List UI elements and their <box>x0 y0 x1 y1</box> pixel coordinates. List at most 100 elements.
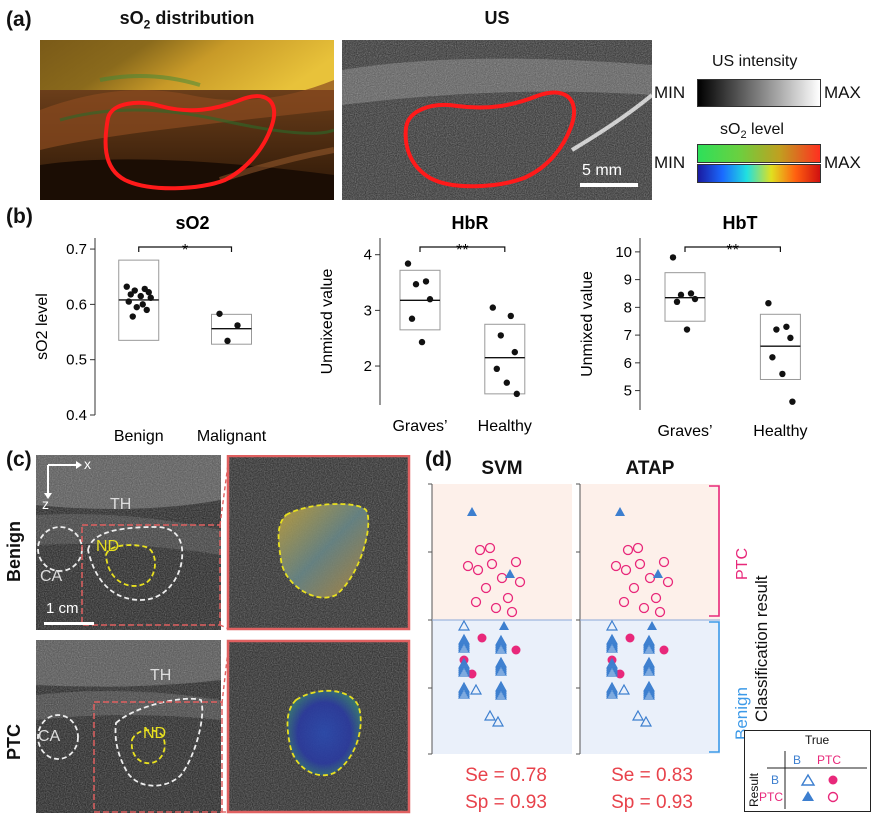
marker-benign-open-1-31 <box>639 715 653 727</box>
us-intensity-colorbar <box>697 79 821 107</box>
chart-1-ytick-label-2: 4 <box>364 247 372 264</box>
panel-d-letter: (d) <box>425 448 452 471</box>
legend-triangle-open <box>800 773 816 786</box>
marker-benign-open-0-18 <box>457 683 471 695</box>
chart-1-box-1 <box>484 323 526 395</box>
chart-0-point-1-1 <box>234 322 241 329</box>
marker-benign-open-0-28 <box>457 633 471 645</box>
marker-benign-open-1-19 <box>642 636 656 648</box>
marker-benign-open-0-21 <box>494 682 508 694</box>
us-roi-outline <box>403 90 576 189</box>
chart-0-point-0-10 <box>143 306 150 314</box>
marker-benign-filled-1-1 <box>653 569 663 578</box>
marker-ptc-open-1-9 <box>658 556 670 568</box>
benign-zoom-image <box>226 455 411 631</box>
chart-2-sig-stars: ** <box>726 242 738 259</box>
marker-benign-open-0-24 <box>457 681 471 693</box>
marker-ptc-filled-0-2 <box>511 645 521 655</box>
chart-2-point-0-3 <box>691 295 699 303</box>
marker-ptc-open-0-8 <box>490 602 502 614</box>
marker-benign-open-1-23 <box>642 658 656 670</box>
marker-ptc-open-1-3 <box>620 564 632 576</box>
marker-benign-open-0-25 <box>494 634 508 646</box>
marker-ptc-open-0-3 <box>472 564 484 576</box>
marker-benign-open-1-26 <box>605 657 619 669</box>
chart-0-ytick-label-3: 0.7 <box>66 241 87 258</box>
marker-benign-filled-0-1 <box>505 569 515 578</box>
chart-0-ytick-label-0: 0.4 <box>66 407 87 424</box>
legend-circle-open <box>827 791 839 803</box>
chart-2-point-1-6 <box>789 398 796 405</box>
marker-ptc-filled-1-1 <box>625 633 635 643</box>
chart-1-title: HbR <box>452 213 489 233</box>
chart-2: 5 6 7 8 9 10 Unmixed value HbT Graves’ Healthy ** <box>579 213 808 440</box>
chart-1-point-1-0 <box>489 304 496 311</box>
svm-title: SVM <box>481 458 523 479</box>
us-max-label: MAX <box>824 83 861 102</box>
chart-1-point-0-4 <box>408 315 416 322</box>
chart-1-point-0-3 <box>426 296 434 303</box>
marker-benign-open-1-27 <box>642 680 656 692</box>
chart-2-ytick-label-2: 7 <box>624 327 632 344</box>
ptc-zoom-image <box>226 639 411 814</box>
chart-2-ytick-label-1: 6 <box>624 355 632 372</box>
chart-1-point-1-5 <box>503 379 510 386</box>
chart-2-ytick-label-4: 9 <box>624 272 632 289</box>
benign-ca-label: CA <box>40 568 63 585</box>
chart-1-sig-bracket <box>419 246 506 252</box>
chart-0-point-0-7 <box>125 298 132 305</box>
marker-benign-filled-0-2 <box>499 621 509 630</box>
marker-ptc-open-1-2 <box>610 560 622 572</box>
atap-se: Se = 0.83 <box>611 765 693 786</box>
chart-0: 0.4 0.5 0.6 0.7 sO2 level sO2 Benign Malignant * <box>34 213 267 445</box>
classification-bracket <box>709 485 720 753</box>
chart-0-point-0-2 <box>131 287 138 294</box>
so2-level-colorbar-top <box>697 144 821 163</box>
chart-0-point-0-8 <box>139 301 146 308</box>
chart-0-point-0-9 <box>133 303 140 311</box>
chart-1-point-1-2 <box>497 332 504 339</box>
chart-2-category-0: Graves’ <box>657 423 712 440</box>
us-image: 5 mm <box>342 40 652 200</box>
svm-sp: Sp = 0.93 <box>465 792 547 813</box>
legend-col-ptc: PTC <box>817 753 841 767</box>
marker-benign-open-1-29 <box>642 656 656 668</box>
so2-roi-outline <box>103 94 277 191</box>
ptc-ca-label: CA <box>38 728 61 745</box>
marker-benign-open-1-18 <box>605 683 619 695</box>
ptc-th-label: TH <box>150 667 172 684</box>
chart-0-point-0-6 <box>147 294 154 301</box>
marker-ptc-open-0-12 <box>506 606 518 618</box>
marker-benign-open-1-22 <box>605 635 619 647</box>
marker-benign-open-0-32 <box>469 683 483 695</box>
us-intensity-title: US intensity <box>712 53 798 70</box>
marker-ptc-open-0-2 <box>462 560 474 572</box>
chart-0-ylabel: sO2 level <box>34 293 51 360</box>
ptc-nd-label: ND <box>143 725 167 742</box>
chart-0-ytick-label-1: 0.5 <box>66 352 87 369</box>
ptc-us-image <box>36 640 223 813</box>
marker-benign-open-1-25 <box>642 634 656 646</box>
chart-1-point-0-0 <box>404 260 412 267</box>
classifier-panel-0 <box>428 483 572 755</box>
chart-2-point-1-1 <box>783 323 790 330</box>
chart-0-point-1-2 <box>224 337 231 345</box>
chart-0-point-0-0 <box>123 283 130 290</box>
chart-2-title: HbT <box>723 213 758 233</box>
chart-2-ytick-label-3: 8 <box>624 299 632 316</box>
chart-0-category-1: Malignant <box>197 428 267 445</box>
panel-c-letter: (c) <box>6 448 32 471</box>
chart-1-ylabel: Unmixed value <box>319 268 336 374</box>
marker-ptc-open-0-6 <box>480 582 492 594</box>
panel-c-ultrasound-images <box>36 455 411 814</box>
so2-max-label: MAX <box>824 153 861 172</box>
chart-2-point-1-5 <box>779 370 786 378</box>
chart-2-point-0-0 <box>669 254 677 261</box>
marker-benign-open-1-0 <box>605 619 619 631</box>
marker-ptc-filled-0-1 <box>477 633 487 643</box>
classification-axis-label: Classification result <box>752 575 771 722</box>
marker-ptc-open-0-0 <box>474 544 486 556</box>
axis-z-label: z <box>42 496 49 512</box>
marker-ptc-open-0-9 <box>510 556 522 568</box>
chart-1-category-0: Graves’ <box>392 418 447 435</box>
